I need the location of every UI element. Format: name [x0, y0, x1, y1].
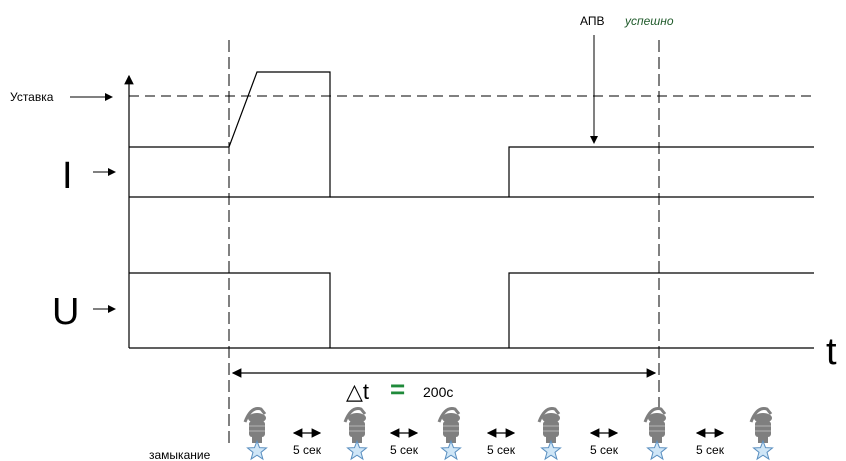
arrester-icon	[643, 407, 667, 443]
current-label: I	[62, 155, 73, 197]
interval-1: 5 сек	[292, 428, 322, 457]
interval-label: 5 сек	[696, 443, 725, 457]
apv-status: успешно	[624, 14, 674, 28]
current-waveform-reclose	[508, 146, 814, 197]
interval-label: 5 сек	[293, 443, 322, 457]
delta-t-value: 200с	[423, 384, 453, 400]
star-icon	[346, 439, 368, 461]
delta-t-symbol: △t	[346, 379, 369, 404]
arrester-sequence	[243, 407, 774, 461]
interval-3: 5 сек	[486, 428, 516, 457]
star-icon	[752, 439, 774, 461]
delta-t-equals: =	[390, 374, 405, 404]
fault-label: замыкание	[149, 448, 211, 461]
interval-2: 5 сек	[389, 428, 419, 457]
interval-5: 5 сек	[695, 428, 725, 457]
voltage-label: U	[52, 291, 79, 333]
time-label: t	[826, 331, 837, 373]
arrester-icon	[243, 407, 267, 443]
interval-arrows: 5 сек 5 сек 5 сек 5 сек 5 сек	[292, 428, 725, 457]
setpoint-label: Уставка	[10, 90, 54, 104]
current-waveform	[129, 71, 331, 198]
star-icon	[440, 439, 462, 461]
interval-4: 5 сек	[589, 428, 619, 457]
arrester-icon	[437, 407, 461, 443]
apv-label: АПВ	[580, 14, 605, 28]
star-icon	[246, 439, 268, 461]
interval-label: 5 сек	[390, 443, 419, 457]
star-icon	[646, 439, 668, 461]
interval-label: 5 сек	[487, 443, 516, 457]
voltage-waveform-reclose	[508, 272, 814, 348]
voltage-waveform	[129, 272, 331, 348]
arrester-icon	[749, 407, 773, 443]
arrester-icon	[343, 407, 367, 443]
arrester-icon	[537, 407, 561, 443]
star-icon	[540, 439, 562, 461]
interval-label: 5 сек	[590, 443, 619, 457]
